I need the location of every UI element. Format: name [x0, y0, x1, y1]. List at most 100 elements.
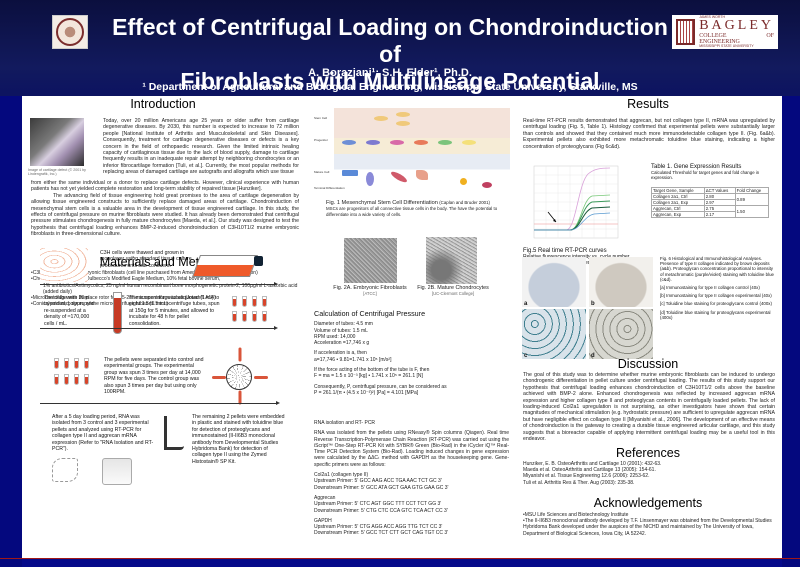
cell-blob: [389, 169, 409, 185]
table-cell: 1.50: [734, 205, 770, 218]
dna-icon: [52, 458, 78, 482]
cell-blob: [342, 170, 358, 176]
table1-title: Table 1. Gene Expression Results: [651, 164, 742, 170]
cell-blob: [396, 121, 410, 126]
bagley-logo: JAMES WORTH BAGLEY COLLEGE OF ENGINEERIN…: [672, 15, 778, 49]
references-heading: References: [616, 446, 680, 460]
primer-col2a1: Col2a1 (collagen type II) Upstream Prime…: [314, 472, 509, 491]
flow-step-2: The cells were then trypsinized, spun, a…: [44, 295, 95, 327]
flow-arrow: [40, 326, 278, 330]
flow-step-6: The remaining 2 pellets were embedded in…: [192, 414, 285, 465]
tube-icon: [84, 358, 89, 369]
fig1-row-label: Mature Cell: [314, 170, 330, 174]
fig1-body: MSCs are progenitors of all connective t…: [326, 206, 498, 217]
fig6-item: [a] Immunostaining for type II collagen …: [660, 285, 760, 291]
rotor-arm: [238, 347, 242, 362]
intro-image-caption: Image of cartilage defect (© 2001 by Lin…: [28, 168, 86, 177]
flow-step-1: C3H cells were thawed and grown in monol…: [100, 250, 192, 269]
fig1-row-label: Stem Cell: [314, 116, 328, 120]
title-line-2: Fibroblasts with Multilineage Potential: [180, 68, 600, 94]
fig2a-caption: Fig. 2A. Embryonic Fibroblasts [ATCC]: [330, 285, 410, 297]
cell-blob: [462, 140, 476, 145]
rna-body: RNA was isolated from the pellets using …: [314, 430, 509, 468]
table-row: Aggrecan, Ctrl 2.75 1.50: [651, 205, 770, 218]
calc-line: RPM used: 14,000: [314, 333, 356, 340]
tube-icon: [242, 311, 247, 322]
histology-panel-d: d: [589, 309, 653, 359]
discussion-body: The goal of this study was to determine …: [523, 372, 775, 443]
department: ¹ Department of Agricultural and Biologi…: [142, 81, 638, 93]
logo-top-text: JAMES WORTH: [699, 14, 726, 19]
cell-blob: [414, 140, 428, 145]
tube-icon: [232, 296, 237, 307]
msu-seal-logo: [52, 15, 88, 49]
cell-blob: [396, 112, 410, 117]
table-row: Collagen 2a1, Ctrl 2.80 0.89: [651, 193, 770, 206]
calc-heading: Calculation of Centrifugal Pressure: [314, 309, 426, 318]
reference-item: Maeda et al. OsteoArthritis and Cartilag…: [523, 467, 656, 474]
primer-gapdh: GAPDH Upstream Primer: 5' CTG AGG ACC AG…: [314, 518, 509, 537]
flow-arrow: [40, 401, 280, 405]
tube-icon: [84, 374, 89, 385]
tube-icon: [64, 358, 69, 369]
flow-arrow: [40, 282, 278, 286]
poster-body: Introduction Image of cartilage defect (…: [22, 96, 782, 558]
right-column: Results Real-time RT-PCR results demonst…: [514, 96, 782, 558]
cell-blob: [416, 170, 428, 180]
reference-item: Miyanishi et al. Tissue Engineering 12.6…: [523, 473, 650, 480]
tube-icon: [262, 296, 267, 307]
right-frame: [782, 96, 800, 567]
intro-paragraph-1-cont: from either the same individual or a don…: [31, 180, 299, 193]
logo-big-text: BAGLEY: [699, 18, 774, 33]
tube-icon: [232, 311, 237, 322]
force-intro: If the force acting of the bottom of the…: [314, 367, 430, 374]
fig1-row-label: Terminal Differentiation: [314, 186, 345, 190]
rotor-arm: [212, 376, 226, 379]
primer-aggrecan: Aggrecan Upstream Primer: 5' CTC AGT GGC…: [314, 495, 509, 514]
bottom-divider: [0, 558, 800, 559]
fig6-title: Fig. 6 Histological and Immunohistologic…: [660, 256, 763, 261]
histology-panel-c: c: [522, 309, 586, 359]
acknowledgements-list: •MSU Life Sciences and Biotechnology Ins…: [523, 512, 775, 537]
building-icon: [676, 19, 696, 45]
references-list: Hunziker, E. B. OsteoArthritis and Carti…: [523, 461, 775, 486]
results-heading: Results: [627, 97, 669, 111]
tube-icon: [54, 358, 59, 369]
primer-upstream: Upstream Primer: 5' CTC AGT GGC TTT CCT …: [314, 501, 442, 508]
table-cell: Aggrecan, Exp: [651, 211, 705, 218]
tube-icon: [54, 374, 59, 385]
intro-paragraph-2-text: The advancing field of tissue engineerin…: [31, 192, 299, 238]
flow-step-4: The pellets were separated into control …: [104, 357, 204, 396]
materials-item: •Microcentrifuge with 20 place rotor for…: [31, 295, 216, 302]
fig1-caption: Fig. 1 Mesenchymal Stem Cell Differentia…: [326, 200, 514, 218]
reference-item: Hunziker, E. B. OsteoArthritis and Carti…: [523, 461, 662, 467]
cell-blob: [366, 140, 380, 145]
panel-label: a: [524, 301, 528, 307]
fig6-caption: Fig. 6 Histological and Immunohistologic…: [660, 256, 776, 323]
left-frame: [0, 96, 22, 567]
fig1-title: Fig. 1 Mesenchymal Stem Cell Differentia…: [326, 200, 438, 206]
materials-item: •Chondrogenic Medium: Dulbecco's Modifie…: [31, 276, 221, 283]
title-line-1: Effect of Centrifugal Loading on Chondro…: [112, 14, 668, 67]
pcr-curve-svg: [533, 165, 619, 239]
discussion-heading: Discussion: [617, 357, 679, 371]
msc-differentiation-figure: Stem Cell Progenitor Mature Cell Termina…: [314, 108, 510, 196]
tube-icon: [242, 296, 247, 307]
cell-blob: [390, 140, 404, 145]
table-header-row: Target Gene, Sample ΔCT Values Fold Chan…: [651, 187, 770, 194]
flow-step-3: The suspension was aliquoted (1 ml) to e…: [129, 295, 220, 327]
fig2b-title: Fig. 2B. Mature Chondrocytes: [417, 285, 489, 291]
primer-gene: GAPDH: [314, 517, 332, 524]
seal-icon: [56, 18, 84, 46]
primer-downstream: Downstream Primer: 5' GCC ATA GCT GAA GT…: [314, 484, 449, 491]
introduction-heading: Introduction: [130, 97, 196, 111]
gene-expression-table: Target Gene, Sample ΔCT Values Fold Chan…: [651, 187, 770, 218]
primer-upstream: Upstream Primer: 5' GCC AAG ACC TGA AAC …: [314, 478, 442, 485]
histology-panel-b: b: [589, 257, 653, 307]
tube-icon: [74, 374, 79, 385]
tube-icon: [262, 311, 267, 322]
pressure-intro: Consequently, P, centrifugal pressure, c…: [314, 383, 447, 390]
culture-flask-icon: [191, 255, 259, 277]
cell-blob: [460, 178, 467, 185]
materials-item: •Conical-ended, polypropylene microcentr…: [31, 301, 169, 308]
